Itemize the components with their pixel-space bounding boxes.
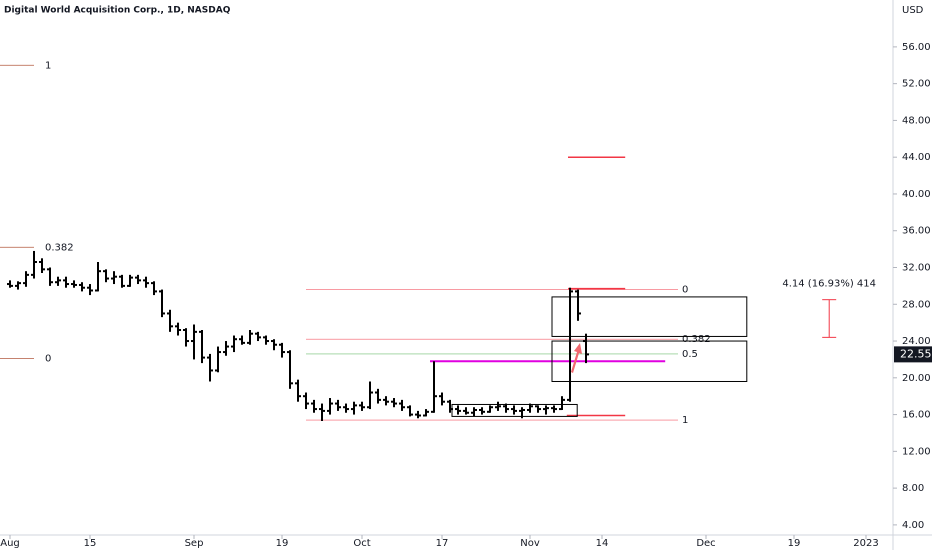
currency-label: USD	[902, 5, 924, 16]
y-tick-label: 20.00	[902, 373, 931, 384]
y-tick-label: 52.00	[902, 79, 931, 90]
x-tick-label: 15	[84, 538, 97, 549]
y-tick-label: 4.00	[902, 520, 924, 531]
x-tick-label: 19	[276, 538, 289, 549]
box	[451, 403, 578, 417]
y-tick-label: 28.00	[902, 299, 931, 310]
y-tick-label: 44.00	[902, 152, 931, 163]
x-tick-label: 14	[596, 538, 609, 549]
fib-label: 1	[682, 415, 688, 426]
x-tick-label: 19	[788, 538, 801, 549]
y-tick-label: 16.00	[902, 410, 931, 421]
x-tick-label: Aug	[0, 538, 20, 549]
fib-label: 0.382	[45, 242, 74, 253]
arrow	[571, 343, 582, 373]
box	[551, 340, 748, 382]
y-tick-label: 56.00	[902, 42, 931, 53]
last-price-label: 22.55	[900, 347, 932, 360]
fib-label: 0.5	[682, 349, 698, 360]
x-tick-label: Sep	[185, 538, 204, 549]
y-tick-label: 32.00	[902, 263, 931, 274]
measure-label: 4.14 (16.93%) 414	[782, 279, 876, 290]
x-tick-label: Nov	[520, 538, 540, 549]
y-tick-label: 8.00	[902, 483, 924, 494]
x-tick-label: Oct	[353, 538, 370, 549]
x-tick-label: 2023	[853, 538, 878, 549]
fib-label: 0	[45, 354, 51, 365]
fib-label: 0	[682, 285, 688, 296]
chart-title: Digital World Acquisition Corp., 1D, NAS…	[4, 6, 231, 16]
fib-label: 1	[45, 60, 51, 71]
x-tick-label: 17	[436, 538, 449, 549]
box	[551, 296, 748, 337]
last-price-box	[894, 346, 932, 363]
y-tick-label: 24.00	[902, 336, 931, 347]
y-tick-label: 12.00	[902, 446, 931, 457]
x-tick-label: Dec	[696, 538, 715, 549]
fib-label: 0.382	[682, 334, 711, 345]
y-tick-label: 40.00	[902, 189, 931, 200]
y-tick-label: 48.00	[902, 115, 931, 126]
y-tick-label: 36.00	[902, 226, 931, 237]
